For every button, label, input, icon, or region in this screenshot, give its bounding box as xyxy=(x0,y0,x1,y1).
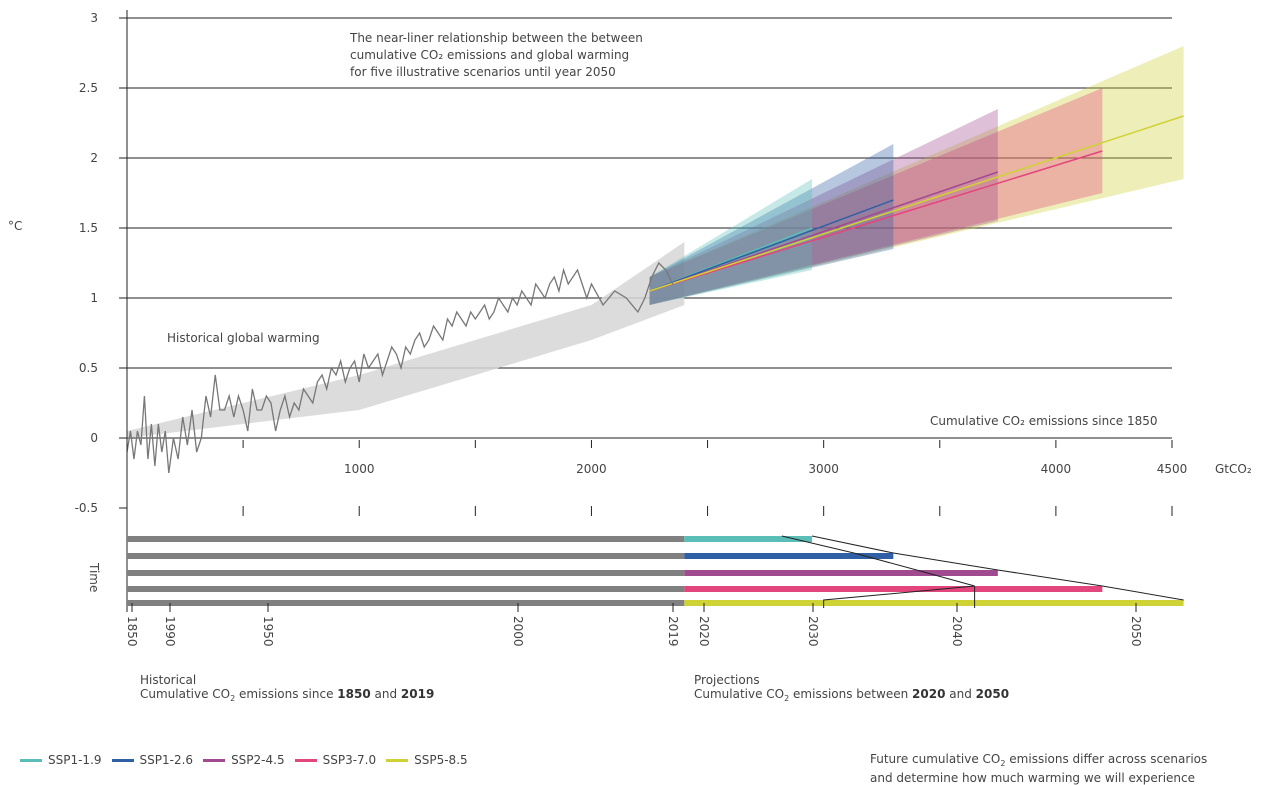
y-tick-label-6: 0 xyxy=(90,431,98,445)
historical-note-title: Historical xyxy=(140,673,197,687)
year-label-2040: 2040 xyxy=(950,616,964,647)
year-label-2050: 2050 xyxy=(1129,616,1143,647)
legend-item-SSP3-7.0: SSP3-7.0 xyxy=(294,753,377,767)
legend-item-SSP5-8.5: SSP5-8.5 xyxy=(386,753,468,767)
legend-label: SSP1-2.6 xyxy=(139,753,194,767)
historical-note: Historical Cumulative CO2 emissions sinc… xyxy=(140,673,434,706)
y-tick-label-3: 1.5 xyxy=(79,221,98,235)
timeline-connector-2050 xyxy=(811,535,1184,601)
band-SSP1-1.9 xyxy=(649,179,813,305)
y-tick-label-1: 2.5 xyxy=(79,81,98,95)
tick-labels: 3 2.5 2 1.5 1 0.5 0 -0.5 1000 2000 3000 4000 4500 xyxy=(75,11,1188,515)
projections-note-desc: Cumulative CO2 emissions between 2020 an… xyxy=(694,687,1010,703)
legend-item-SSP2-4.5: SSP2-4.5 xyxy=(203,753,285,767)
x-tick-label-3: 4000 xyxy=(1041,462,1072,476)
band-SSP2-4.5 xyxy=(649,109,998,305)
x-axis-unit: GtCO₂ xyxy=(1215,462,1252,476)
y-tick-label-0: 3 xyxy=(90,11,98,25)
legend-swatch xyxy=(294,758,317,762)
line-SSP5-8.5 xyxy=(649,115,1184,292)
y-tick-label-5: 0.5 xyxy=(79,361,98,375)
timeline-ylabel: Time xyxy=(87,562,101,592)
legend-label: SSP1-1.9 xyxy=(48,753,102,767)
year-label-2019: 2019 xyxy=(666,616,680,647)
grid-lines xyxy=(119,17,1172,509)
projections-note-title: Projections xyxy=(694,673,760,687)
historical-note-desc: Cumulative CO2 emissions since 1850 and … xyxy=(140,687,435,703)
year-label-1850: 1850 xyxy=(125,616,139,647)
scenario-lines xyxy=(649,115,1184,292)
axes xyxy=(126,10,1173,612)
x-tick-label-0: 1000 xyxy=(344,462,375,476)
future-note-line-2: and determine how much warming we will e… xyxy=(870,771,1196,785)
y-tick-label-2: 2 xyxy=(90,151,98,165)
chart-title-line-1: The near-liner relationship between the … xyxy=(349,31,643,45)
year-label-2030: 2030 xyxy=(806,616,820,647)
y-axis-label: °C xyxy=(8,219,22,233)
year-label-2020: 2020 xyxy=(697,616,711,647)
year-label-1950: 1950 xyxy=(261,616,275,647)
band-SSP1-2.6 xyxy=(649,144,894,305)
legend-item-SSP1-2.6: SSP1-2.6 xyxy=(111,753,194,767)
x-tick-label-4: 4500 xyxy=(1157,462,1188,476)
year-label-1990: 1990 xyxy=(163,616,177,647)
band-SSP3-7.0 xyxy=(649,88,1103,305)
timeline-connector-2030 xyxy=(781,535,975,608)
historical-warming-label: Historical global warming xyxy=(167,331,320,345)
band-SSP5-8.5 xyxy=(649,46,1184,305)
legend-label: SSP3-7.0 xyxy=(322,753,377,767)
year-label-2000: 2000 xyxy=(511,616,525,647)
legend-swatch xyxy=(111,758,134,762)
line-SSP2-4.5 xyxy=(649,171,999,292)
line-SSP3-7.0 xyxy=(649,150,1103,292)
future-note: Future cumulative CO2 emissions differ a… xyxy=(870,752,1207,785)
legend-label: SSP2-4.5 xyxy=(231,753,285,767)
timeline: 1850 1990 1950 2000 2019 2020 2030 2040 2050 xyxy=(125,535,1184,647)
legend-swatch xyxy=(203,758,226,762)
future-note-line-1: Future cumulative CO2 emissions differ a… xyxy=(870,752,1208,768)
chart-title-line-3: for five illustrative scenarios until ye… xyxy=(350,65,616,79)
legend-label: SSP5-8.5 xyxy=(414,753,468,767)
legend-item-SSP1-1.9: SSP1-1.9 xyxy=(20,753,102,767)
chart-title-line-2: cumulative CO₂ emissions and global warm… xyxy=(350,48,629,62)
y-tick-label-7: -0.5 xyxy=(75,501,98,515)
scenario-bands xyxy=(649,46,1184,305)
x-axis-note: Cumulative CO₂ emissions since 1850 xyxy=(930,414,1158,428)
y-tick-label-4: 1 xyxy=(90,291,98,305)
line-SSP1-2.6 xyxy=(649,199,894,292)
legend-swatch xyxy=(386,758,409,762)
projections-note: Projections Cumulative CO2 emissions bet… xyxy=(694,673,1009,706)
legend: SSP1-1.9 SSP1-2.6 SSP2-4.5 SSP3-7.0 SSP5-8.5 xyxy=(20,753,468,767)
historical-line xyxy=(126,261,674,474)
x-tick-label-2: 3000 xyxy=(808,462,839,476)
x-tick-label-1: 2000 xyxy=(576,462,607,476)
historical-line-path xyxy=(126,261,674,474)
legend-swatch xyxy=(20,758,42,762)
